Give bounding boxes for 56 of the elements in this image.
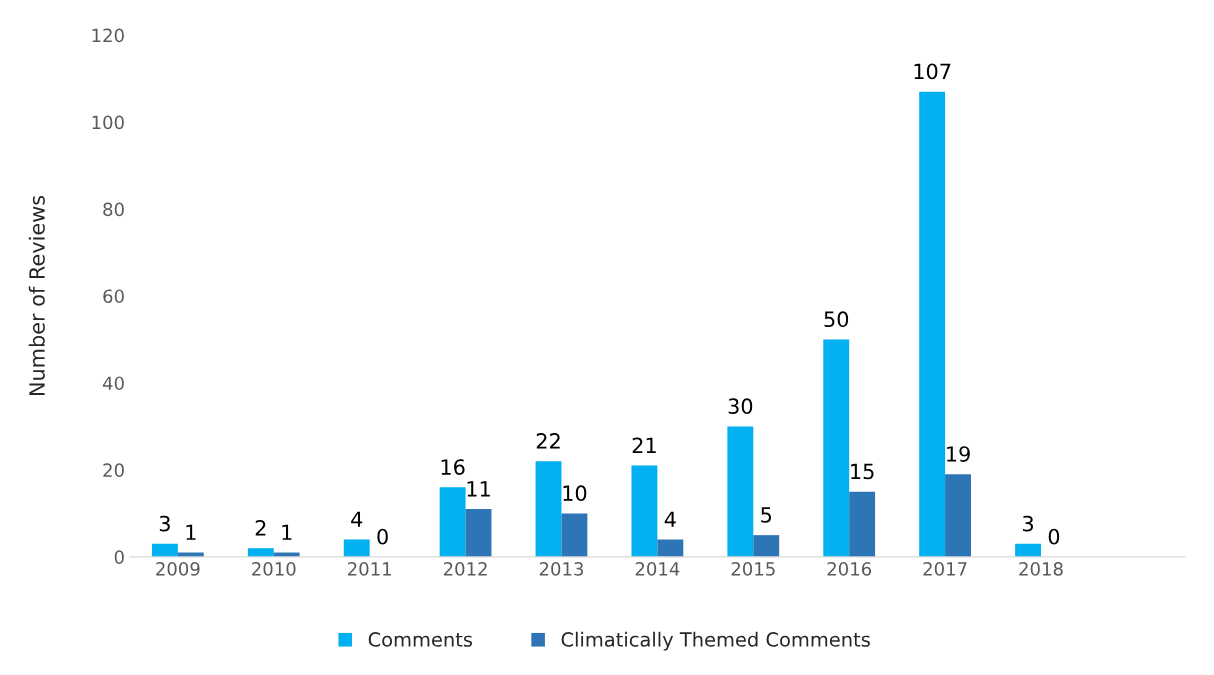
data-label: 19	[947, 446, 970, 462]
y-axis-title: Number of Reviews	[28, 195, 45, 396]
x-tick-label: 2014	[635, 562, 680, 576]
y-tick-label: 0	[114, 550, 124, 564]
legend-label: Climatically Themed Comments	[561, 631, 870, 651]
x-tick-label: 2016	[827, 562, 872, 576]
y-tick-label: 20	[103, 463, 124, 478]
bar	[849, 491, 876, 557]
x-tick-label: 2018	[1019, 562, 1063, 576]
y-tick-label: 60	[103, 289, 124, 304]
y-tick-label: 40	[102, 376, 124, 391]
y-tick-label: 120	[92, 28, 124, 43]
data-label: 22	[536, 433, 560, 449]
data-label: 0	[1048, 528, 1060, 545]
x-tick-label: 2013	[539, 562, 583, 576]
x-tick-label: 2011	[348, 562, 391, 576]
bar	[753, 535, 780, 557]
data-label: 50	[824, 311, 849, 328]
data-label: 2	[255, 520, 266, 536]
bar	[561, 513, 588, 557]
bar	[919, 91, 946, 557]
data-label: 107	[914, 63, 951, 80]
data-label: 5	[761, 507, 772, 523]
x-tick-label: 2012	[443, 562, 487, 576]
data-label: 4	[664, 511, 676, 527]
data-label: 16	[441, 459, 465, 475]
bar	[343, 539, 370, 557]
bar	[657, 539, 684, 557]
bar	[151, 543, 178, 557]
bar	[535, 461, 562, 557]
y-tick-label: 100	[92, 115, 124, 130]
data-label: 0	[377, 528, 388, 545]
x-tick-label: 2017	[923, 562, 967, 576]
bar	[823, 339, 850, 557]
legend-label: Comments	[368, 632, 473, 647]
data-label: 10	[563, 485, 587, 502]
bar	[439, 487, 466, 557]
data-label: 3	[1023, 515, 1034, 532]
bar	[727, 426, 754, 557]
data-label: 4	[351, 511, 363, 527]
data-label: 30	[728, 398, 753, 415]
data-label: 3	[159, 515, 170, 532]
x-tick-label: 2009	[156, 562, 200, 576]
data-label: 21	[632, 437, 656, 453]
bar	[247, 548, 274, 557]
bar	[465, 509, 492, 557]
x-tick-label: 2015	[731, 562, 775, 576]
data-label: 1	[282, 524, 292, 540]
data-label: 15	[851, 463, 874, 480]
x-tick-label: 2010	[252, 562, 296, 576]
y-tick-label: 80	[103, 202, 124, 217]
bar	[1015, 543, 1041, 557]
data-label: 11	[467, 481, 490, 497]
bar	[945, 474, 971, 557]
data-label: 1	[186, 524, 196, 540]
bar	[631, 465, 658, 557]
